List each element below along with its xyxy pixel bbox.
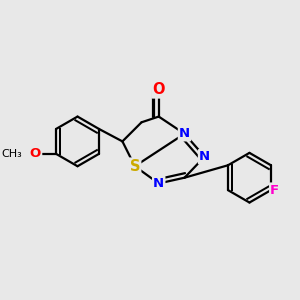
Text: N: N xyxy=(179,127,190,140)
Text: CH₃: CH₃ xyxy=(2,149,22,159)
Text: F: F xyxy=(270,184,279,196)
Text: N: N xyxy=(199,150,210,163)
Text: S: S xyxy=(130,159,140,174)
Text: N: N xyxy=(153,177,164,190)
Text: O: O xyxy=(30,147,41,160)
Text: O: O xyxy=(152,82,165,97)
